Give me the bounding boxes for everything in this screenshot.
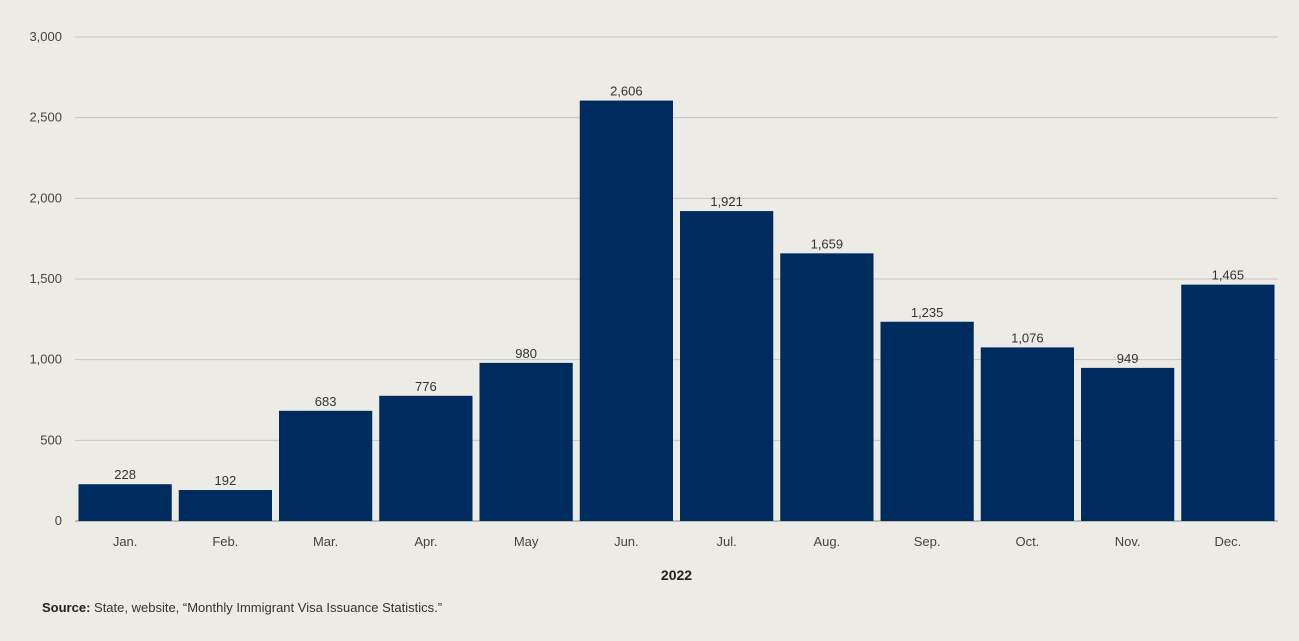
x-tick-label: Jan. bbox=[113, 534, 138, 549]
x-axis-ticks: Jan. Feb. Mar. Apr. May Jun. Jul. Aug. Sep. Oct. N… bbox=[113, 534, 1241, 549]
x-tick-label: May bbox=[514, 534, 539, 549]
x-tick-label: Jun. bbox=[614, 534, 639, 549]
bars bbox=[78, 100, 1275, 521]
x-tick-label: Sep. bbox=[914, 534, 941, 549]
bar bbox=[780, 253, 874, 521]
source-note: Source: State, website, “Monthly Immigra… bbox=[42, 600, 442, 615]
bar bbox=[579, 100, 673, 521]
bar bbox=[880, 321, 974, 521]
y-tick-label: 1,500 bbox=[29, 271, 62, 286]
bar bbox=[1081, 367, 1175, 521]
grid-lines bbox=[75, 36, 1278, 522]
data-label: 949 bbox=[1117, 351, 1139, 366]
bar bbox=[1181, 284, 1275, 521]
data-label: 192 bbox=[215, 473, 237, 488]
bar bbox=[680, 211, 774, 521]
bar bbox=[78, 484, 172, 521]
bar bbox=[379, 395, 473, 521]
x-tick-label: Oct. bbox=[1015, 534, 1039, 549]
x-tick-label: Dec. bbox=[1215, 534, 1242, 549]
y-tick-label: 2,500 bbox=[29, 110, 62, 125]
data-label: 1,921 bbox=[710, 194, 743, 209]
data-label: 683 bbox=[315, 394, 337, 409]
y-tick-label: 500 bbox=[40, 432, 62, 447]
source-label: Source: bbox=[42, 600, 91, 615]
y-tick-label: 3,000 bbox=[29, 29, 62, 44]
data-label: 2,606 bbox=[610, 84, 643, 99]
x-axis-label: 2022 bbox=[661, 567, 692, 583]
data-label: 1,465 bbox=[1212, 268, 1245, 283]
source-text: State, website, “Monthly Immigrant Visa … bbox=[90, 600, 443, 615]
y-tick-label: 2,000 bbox=[29, 190, 62, 205]
data-label: 1,659 bbox=[811, 236, 844, 251]
x-tick-label: Jul. bbox=[717, 534, 737, 549]
y-axis-ticks: 0 500 1,000 1,500 2,000 2,500 3,000 bbox=[29, 29, 62, 528]
data-labels: 228 192 683 776 980 2,606 1,921 1,659 1,235 1,076… bbox=[114, 84, 1244, 488]
data-label: 980 bbox=[515, 346, 537, 361]
x-tick-label: Aug. bbox=[814, 534, 841, 549]
x-tick-label: Nov. bbox=[1115, 534, 1141, 549]
bar bbox=[178, 490, 272, 521]
bar bbox=[479, 362, 573, 521]
bar bbox=[279, 410, 373, 521]
y-tick-label: 1,000 bbox=[29, 352, 62, 367]
data-label: 1,235 bbox=[911, 305, 944, 320]
x-tick-label: Apr. bbox=[414, 534, 437, 549]
bar bbox=[980, 347, 1074, 521]
data-label: 228 bbox=[114, 467, 136, 482]
x-tick-label: Mar. bbox=[313, 534, 338, 549]
y-tick-label: 0 bbox=[55, 513, 62, 528]
data-label: 1,076 bbox=[1011, 330, 1044, 345]
data-label: 776 bbox=[415, 379, 437, 394]
x-tick-label: Feb. bbox=[212, 534, 238, 549]
